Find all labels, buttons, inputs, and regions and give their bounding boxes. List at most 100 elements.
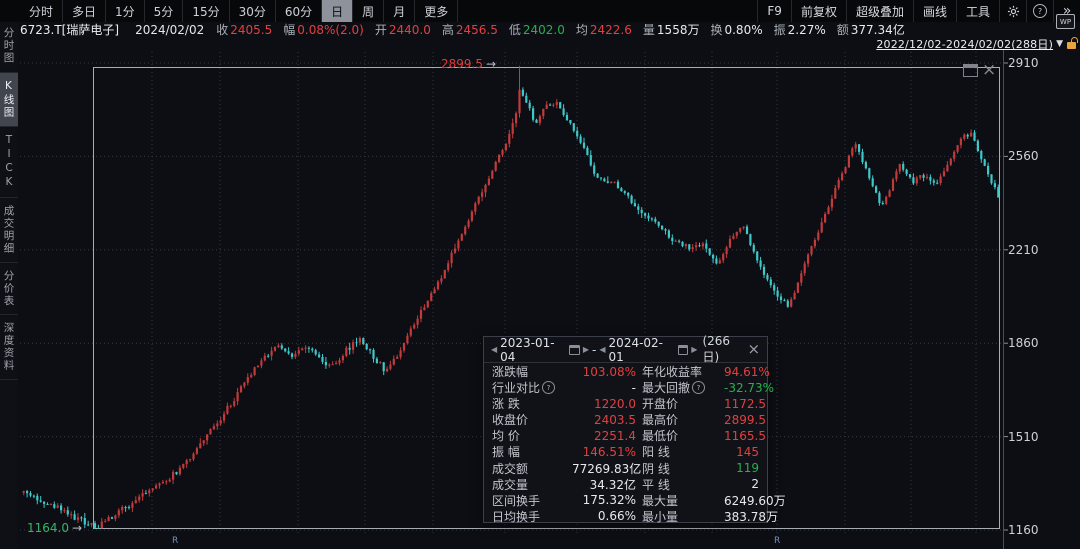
period-tabs: 分时 多日 1分 5分 15分 30分 60分日周月更多 [20, 0, 459, 22]
gear-icon[interactable] [999, 0, 1026, 22]
stat-label: 最小量 [642, 509, 679, 524]
y-axis-label: 1860 [1008, 336, 1039, 351]
expand-toolbar-icon[interactable]: » [1053, 0, 1080, 22]
chevron-down-icon[interactable]: ▼ [1056, 39, 1063, 49]
calendar-icon[interactable] [677, 344, 689, 355]
stats-row: 行业对比? - 最大回撤? -32.73% [484, 379, 774, 396]
stat-label: 最高价 [642, 413, 679, 428]
tab-多日[interactable]: 多日 [63, 0, 107, 22]
event-marker-R[interactable]: R [774, 536, 781, 546]
sidebar-item-深度资料[interactable]: 深度资料 [0, 315, 18, 380]
stat-value: 2 [751, 477, 759, 492]
menu-前复权[interactable]: 前复权 [790, 0, 846, 22]
calendar-icon[interactable] [569, 344, 580, 355]
range-bar: 2022/12/02-2024/02/02(288日) ▼ [18, 37, 1078, 51]
stat-value: 175.32% [582, 493, 636, 508]
stat-label: 开盘价 [642, 397, 679, 412]
stat-value: 119 [736, 461, 759, 476]
tab-分时[interactable]: 分时 [20, 0, 64, 22]
stats-row: 涨跌幅 103.08% 年化收益率 94.61% [484, 363, 770, 380]
wp-overlay-icon[interactable]: WP [1056, 14, 1075, 29]
end-date[interactable]: 2024-02-01 [608, 335, 664, 364]
stat-label: 最大回撤? [636, 379, 724, 396]
quote-field-收: 收 2405.5 [216, 23, 273, 37]
y-axis-label: 2210 [1008, 242, 1039, 257]
tab-60分[interactable]: 60分 [276, 0, 323, 22]
menu-画线[interactable]: 画线 [912, 0, 956, 22]
stat-label: 涨跌幅 [492, 365, 529, 379]
panel-close-icon[interactable]: × [747, 340, 761, 358]
tab-30分[interactable]: 30分 [230, 0, 276, 22]
date-dash: - [592, 342, 597, 357]
stat-value: 1165.5 [724, 428, 766, 443]
stat-value: 77269.83亿 [572, 461, 642, 476]
stat-value: 145 [736, 444, 759, 459]
stats-row: 成交额 77269.83亿阴 线 119 [484, 460, 767, 476]
tab-周[interactable]: 周 [353, 0, 385, 22]
event-marker-R[interactable]: R [172, 536, 179, 546]
stat-label: 阴 线 [642, 461, 670, 476]
stat-value: 94.61% [724, 364, 770, 379]
help-icon[interactable]: ? [1026, 0, 1053, 22]
stat-value: -32.73% [724, 380, 775, 395]
period-low-annotation: 1164.0 → [27, 521, 83, 535]
stat-value: 34.32亿 [589, 477, 636, 492]
menu-工具[interactable]: 工具 [955, 0, 999, 22]
stat-label: 最大量 [642, 493, 679, 508]
stat-label: 平 线 [642, 477, 670, 492]
symbol-name: 6723.T[瑞萨电子] [20, 23, 120, 37]
tab-更多[interactable]: 更多 [415, 0, 459, 22]
stat-value: 0.66% [597, 509, 636, 524]
stats-row: 成交量 34.32亿平 线 2 [484, 476, 767, 492]
next-date-icon[interactable]: ▶ [691, 345, 698, 354]
stat-label: 阳 线 [642, 445, 670, 460]
quote-info-bar: 6723.T[瑞萨电子] 2024/02/02 收 2405.5 幅 0.08%(2.… [20, 21, 1080, 38]
close-box-icon[interactable]: × [982, 60, 997, 80]
quote-field-高: 高 2456.5 [441, 23, 498, 37]
y-axis-label: 1510 [1008, 429, 1039, 444]
quote-field-振: 振 2.27% [773, 23, 826, 37]
sidebar-item-K线图[interactable]: K线图 [0, 72, 18, 127]
tab-日[interactable]: 日 [322, 0, 354, 22]
quote-field-开: 开 2440.0 [374, 23, 431, 37]
quote-field-均: 均 2422.6 [575, 23, 632, 37]
quote-field-低: 低 2402.0 [508, 23, 565, 37]
interval-stats-panel[interactable]: ◀ 2023-01-04 ▶ - ◀ 2024-02-01 ▶ (266日) ×… [483, 334, 786, 524]
stat-value: 383.78万 [724, 509, 778, 524]
unlock-icon[interactable] [1067, 37, 1078, 49]
sidebar-item-TICK[interactable]: TICK [0, 127, 18, 198]
sidebar-item-成交明细[interactable]: 成交明细 [0, 198, 18, 263]
menu-超级叠加[interactable]: 超级叠加 [845, 0, 913, 22]
tab-15分[interactable]: 15分 [183, 0, 230, 22]
menu-F9[interactable]: F9 [757, 0, 791, 22]
stat-value: 146.51% [582, 444, 636, 459]
sidebar-item-分时图[interactable]: 分时图 [0, 20, 18, 73]
view-sidebar: 分时图 K线图 TICK 成交明细 分价表 深度资料 [0, 20, 18, 549]
stat-value: 2403.5 [594, 412, 636, 427]
stats-row: 收盘价 2403.5 最高价 2899.5 [484, 411, 767, 428]
help-icon[interactable]: ? [542, 381, 556, 395]
tab-月[interactable]: 月 [384, 0, 416, 22]
interval-days: (266日) [702, 334, 731, 364]
stat-label: 收盘价 [492, 413, 529, 428]
right-arrow-icon: → [486, 57, 497, 71]
prev-date-icon[interactable]: ◀ [599, 345, 606, 354]
stat-label: 最低价 [642, 429, 679, 444]
open-window-icon[interactable] [963, 64, 978, 77]
stats-row: 均 价 2251.4 最低价 1165.5 [484, 427, 767, 444]
prev-date-icon[interactable]: ◀ [491, 345, 498, 354]
start-date[interactable]: 2023-01-04 [500, 335, 555, 364]
period-high-annotation: 2899.5 → [441, 57, 497, 71]
help-icon[interactable]: ? [692, 381, 706, 395]
stats-row: 日均换手 0.66% 最小量 383.78万 [484, 508, 778, 524]
sidebar-item-分价表[interactable]: 分价表 [0, 263, 18, 315]
stat-label: 均 价 [492, 429, 520, 444]
y-axis-label: 2560 [1008, 149, 1039, 164]
tab-1分[interactable]: 1分 [106, 0, 145, 22]
stat-label: 振 幅 [492, 445, 520, 460]
date-range-link[interactable]: 2022/12/02-2024/02/02(288日) [876, 38, 1054, 51]
stats-row: 区间换手 175.32% 最大量 6249.60万 [484, 492, 786, 508]
next-date-icon[interactable]: ▶ [582, 345, 590, 354]
tab-5分[interactable]: 5分 [145, 0, 184, 22]
